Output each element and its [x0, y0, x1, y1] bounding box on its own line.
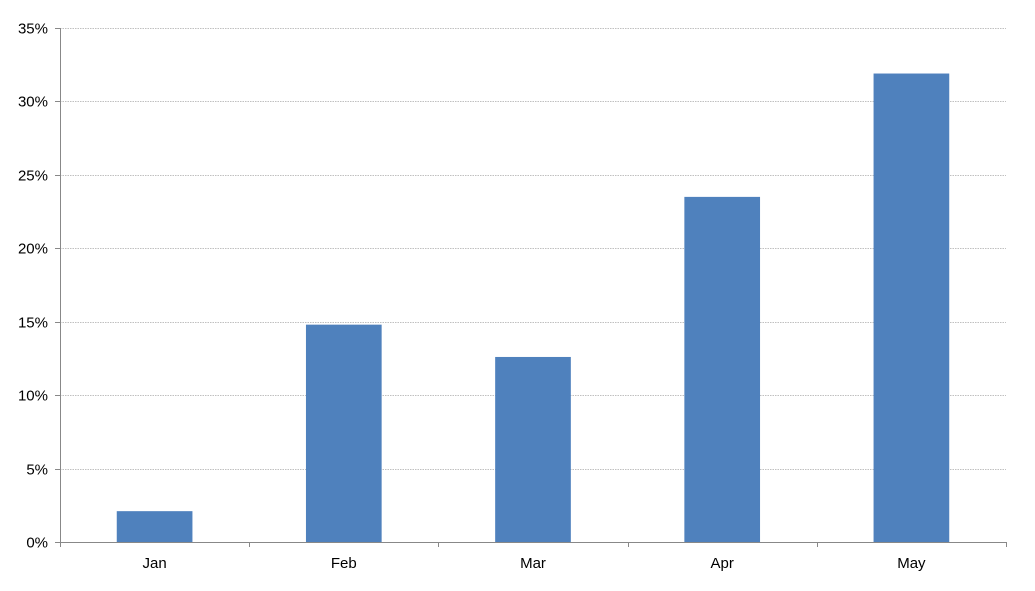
y-tick-label: 20% [18, 241, 48, 258]
bar-apr [684, 196, 761, 542]
y-tick-label: 10% [18, 388, 48, 405]
gridlines [60, 28, 1006, 470]
x-tick-labels: Jan Feb Mar Apr May [143, 555, 927, 572]
x-tick-label: May [897, 555, 926, 572]
axes [55, 28, 1007, 547]
y-tick-label: 35% [18, 21, 48, 38]
y-tick-label: 15% [18, 315, 48, 332]
x-tick-label: Apr [711, 555, 734, 572]
bars [116, 73, 950, 543]
bar-mar [495, 356, 571, 542]
y-tick-label: 30% [18, 94, 48, 111]
bar-jan [116, 511, 193, 542]
x-tick-label: Jan [143, 555, 167, 572]
y-tick-labels: 0% 5% 10% 15% 20% 25% 30% 35% [18, 21, 48, 552]
y-tick-label: 0% [26, 535, 48, 552]
x-tick-label: Mar [520, 555, 546, 572]
bar-may [873, 73, 950, 543]
y-tick-label: 5% [26, 462, 48, 479]
bar-feb [305, 324, 382, 542]
y-tick-label: 25% [18, 168, 48, 185]
x-tick-label: Feb [331, 555, 357, 572]
